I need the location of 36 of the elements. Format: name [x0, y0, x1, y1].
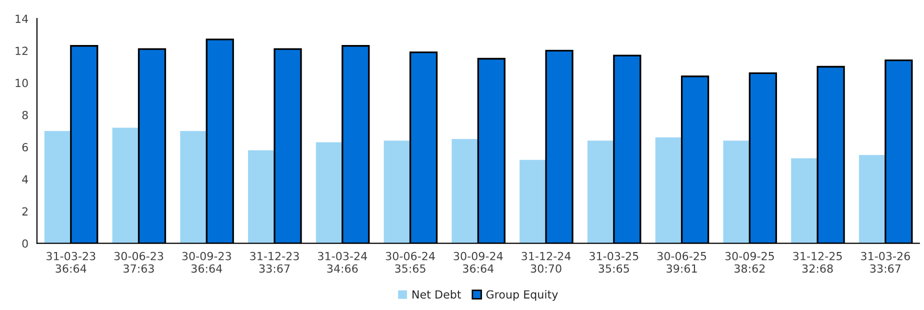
bar	[248, 150, 275, 244]
x-tick-label: 30-09-24 36:64	[454, 252, 503, 273]
y-tick-label: 6	[22, 143, 28, 152]
legend-label: Net Debt	[412, 290, 462, 299]
bar	[520, 160, 546, 244]
bar	[384, 140, 410, 244]
x-tick-label: 30-09-23 36:64	[182, 252, 231, 273]
x-tick-label: 31-12-24 30:70	[522, 252, 571, 273]
bar	[858, 155, 886, 244]
bar	[587, 140, 614, 244]
x-tick-label: 31-03-23 36:64	[46, 252, 96, 273]
legend-label: Group Equity	[486, 290, 558, 301]
x-tick-label: 31-03-24 34:66	[318, 252, 368, 273]
x-tick-label: 30-09-25 38:62	[725, 252, 774, 273]
bar	[452, 139, 478, 244]
y-tick-label: 4	[22, 175, 28, 184]
y-tick-label: 12	[16, 46, 28, 55]
bar	[180, 130, 207, 244]
bar	[723, 140, 750, 244]
x-tick-label: 31-03-26 33:67	[861, 252, 910, 273]
y-tick-label: 10	[16, 78, 28, 88]
x-tick-label: 31-12-23 33:67	[250, 252, 299, 273]
y-tick-label: 8	[22, 110, 28, 120]
bar	[316, 142, 342, 244]
bar	[655, 137, 682, 244]
bar	[44, 130, 71, 244]
x-tick-label: 31-12-25 32:68	[793, 252, 842, 273]
y-tick-label: 14	[16, 14, 28, 23]
x-tick-label: 30-06-24 35:65	[386, 252, 435, 273]
bar	[791, 158, 818, 244]
x-tick-label: 30-06-23 37:63	[114, 252, 164, 273]
y-tick-label: 2	[22, 207, 28, 216]
x-tick-label: 31-03-25 35:65	[590, 252, 638, 273]
x-tick-label: 30-06-25 39:61	[657, 252, 706, 273]
bar	[112, 128, 139, 244]
y-tick-label: 0	[22, 239, 28, 248]
